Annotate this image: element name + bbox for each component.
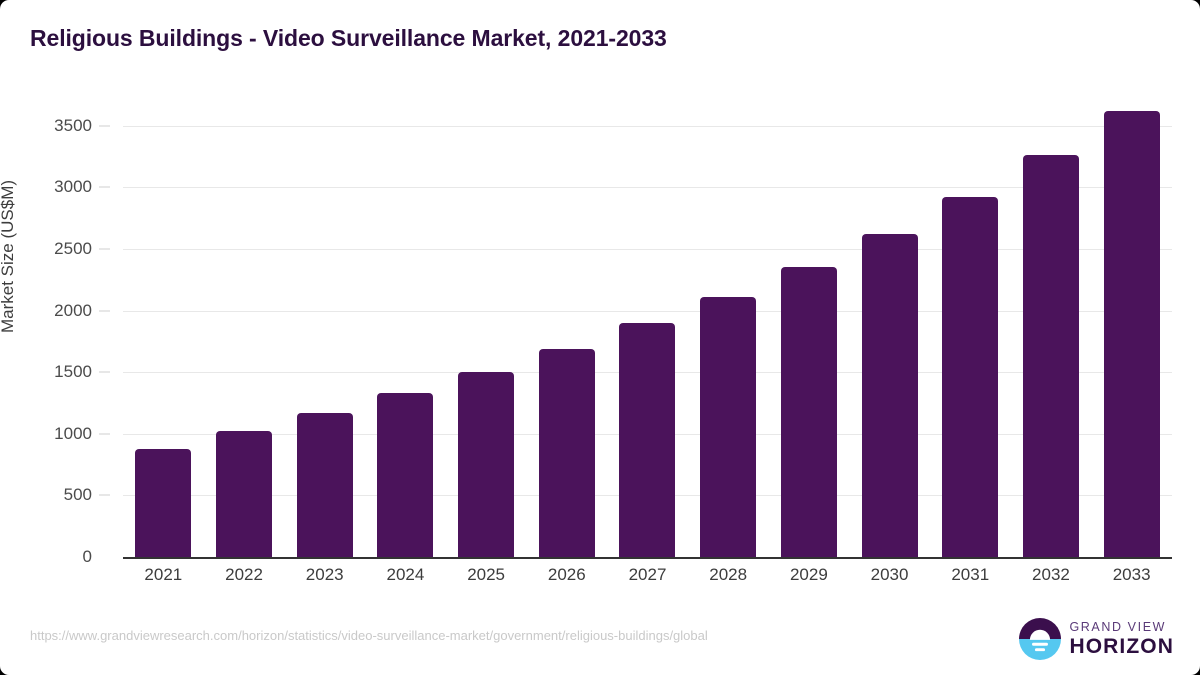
y-tick-mark <box>99 310 110 312</box>
y-tick-mark <box>99 371 110 373</box>
bar-2033[interactable] <box>1103 110 1160 557</box>
gridline <box>123 310 1172 312</box>
bar-slot <box>204 110 285 557</box>
logo-line-grand-view: GRAND VIEW <box>1069 619 1167 634</box>
x-tick-label-2022: 2022 <box>225 565 263 584</box>
bar-slot <box>607 110 688 557</box>
bar-2023[interactable] <box>296 412 353 557</box>
bar-slot <box>123 110 204 557</box>
bar-slot <box>1091 110 1172 557</box>
x-tick-label-2033: 2033 <box>1112 565 1151 584</box>
horizon-sun-icon <box>1019 618 1062 660</box>
x-axis-labels: 2021 2022 2023 2024 2025 2026 2027 2028 2029 2030… <box>123 565 1172 595</box>
bar-2028[interactable] <box>700 297 757 557</box>
x-axis-line <box>123 557 1172 559</box>
bar-slot <box>526 110 607 557</box>
bar-2030[interactable] <box>861 234 918 557</box>
x-tick-label-2031: 2031 <box>951 565 990 584</box>
y-tick-label: 500 <box>63 485 92 505</box>
y-tick-label: 0 <box>82 547 92 566</box>
logo-text: GRAND VIEW HORIZON <box>1069 621 1174 658</box>
bar-slot <box>930 110 1011 557</box>
x-tick-label-2032: 2032 <box>1032 565 1070 584</box>
y-tick-mark <box>99 494 110 496</box>
bar-2032[interactable] <box>1022 155 1079 557</box>
x-tick-label-2025: 2025 <box>467 565 506 584</box>
source-url[interactable]: https://www.grandviewresearch.com/horizo… <box>30 628 708 643</box>
bar-2026[interactable] <box>538 348 595 557</box>
bar-2022[interactable] <box>216 431 273 557</box>
y-tick-label: 2500 <box>54 238 92 258</box>
y-tick-label: 3000 <box>54 177 92 197</box>
x-tick-label-2021: 2021 <box>144 565 183 584</box>
y-tick-mark <box>99 248 110 250</box>
gridline <box>123 125 1172 127</box>
bar-2025[interactable] <box>458 372 515 557</box>
x-tick-label-2026: 2026 <box>547 565 586 584</box>
bar-slot <box>446 110 527 557</box>
x-tick-label-2029: 2029 <box>789 565 828 584</box>
y-tick-mark <box>99 186 110 188</box>
bar-2031[interactable] <box>942 197 999 557</box>
bar-slot <box>284 110 365 557</box>
gridline <box>123 187 1172 189</box>
x-tick-label-2024: 2024 <box>386 565 425 584</box>
plot-area <box>123 110 1172 559</box>
bar-2027[interactable] <box>619 322 676 557</box>
brand-logo[interactable]: GRAND VIEW HORIZON <box>1019 618 1174 660</box>
bar-slot <box>849 110 930 557</box>
bar-slot <box>769 110 850 557</box>
y-tick-label: 1000 <box>54 423 92 443</box>
x-tick-label-2028: 2028 <box>709 565 748 584</box>
bar-2021[interactable] <box>135 448 192 557</box>
bar-2024[interactable] <box>377 393 434 557</box>
y-tick-label: 2000 <box>54 300 92 320</box>
x-tick-label-2023: 2023 <box>305 565 344 584</box>
y-tick-label: 3500 <box>54 115 92 135</box>
y-tick-mark <box>99 125 110 127</box>
x-tick-label-2030: 2030 <box>870 565 909 584</box>
gridline <box>123 248 1172 250</box>
page-title: Religious Buildings - Video Surveillance… <box>30 25 667 51</box>
y-axis-ticks: 0 500 1000 1500 2000 2500 3000 3500 <box>0 110 110 566</box>
bar-2029[interactable] <box>780 267 837 557</box>
bar-slot <box>365 110 446 557</box>
x-tick-label-2027: 2027 <box>628 565 667 584</box>
bar-series <box>123 110 1172 557</box>
bar-slot <box>1011 110 1092 557</box>
bar-slot <box>688 110 769 557</box>
logo-line-horizon: HORIZON <box>1069 635 1174 659</box>
y-tick-mark <box>99 433 110 435</box>
y-tick-label: 1500 <box>54 362 92 382</box>
